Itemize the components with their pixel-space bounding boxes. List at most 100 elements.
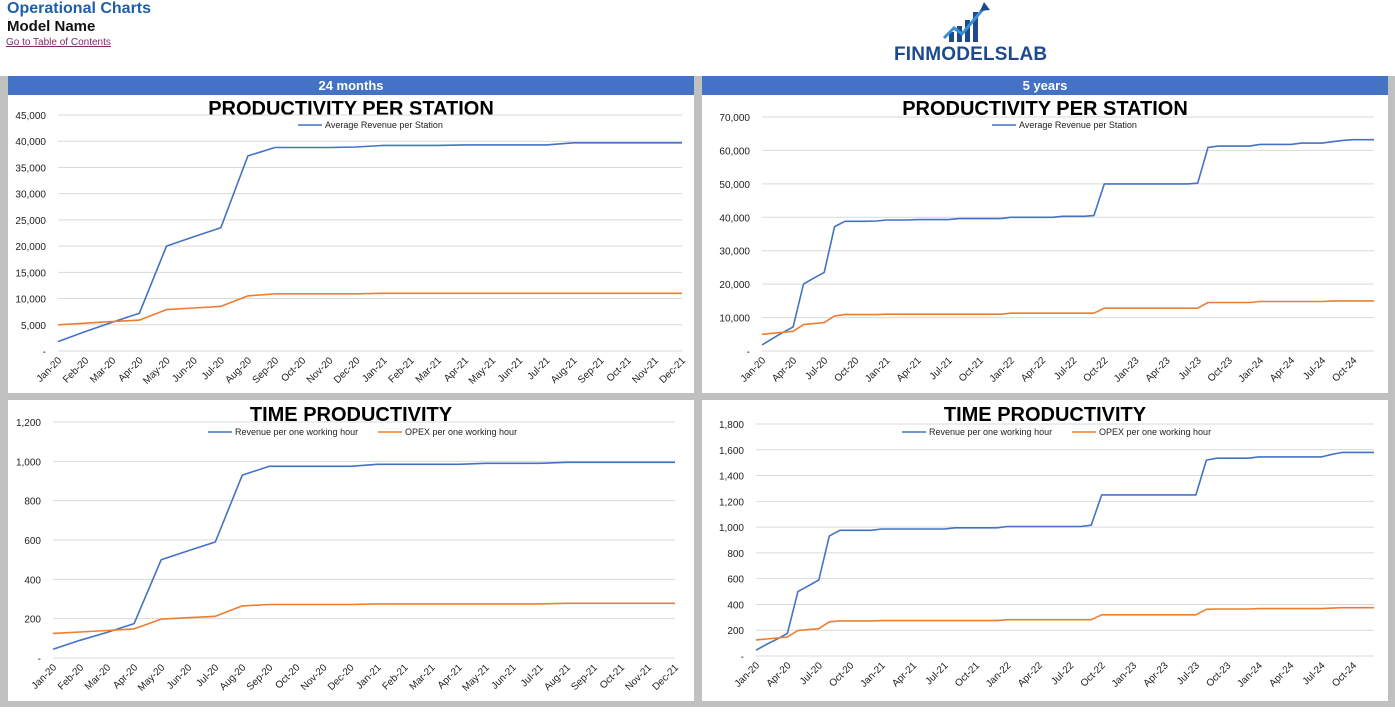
x-tick-label: Jun-20 (165, 662, 195, 692)
frame-middle (694, 76, 702, 707)
x-tick-label: Oct-21 (953, 660, 982, 689)
chart-svg: PRODUCTIVITY PER STATION - 10,000 20,000 30,… (719, 98, 1374, 385)
x-tick-label: Dec-20 (326, 662, 357, 693)
x-tick-label: Apr-23 (1144, 355, 1173, 384)
x-tick-label: Mar-20 (88, 355, 118, 385)
y-tick-label: 10,000 (15, 295, 46, 306)
x-tick-label: Apr-20 (770, 355, 799, 384)
x-tick-label: Dec-21 (651, 662, 682, 693)
x-tick-label: Nov-21 (630, 355, 661, 386)
y-tick-label: 15,000 (15, 268, 46, 279)
x-tick-label: Oct-24 (1330, 660, 1359, 689)
frame-right (1388, 76, 1395, 707)
x-tick-label: Apr-24 (1267, 660, 1296, 689)
x-tick-label: Apr-21 (895, 355, 924, 384)
chart-svg: PRODUCTIVITY PER STATION - 5,000 10,000 15,0… (15, 98, 689, 387)
x-tick-label: Jan-20 (733, 660, 763, 690)
y-tick-label: 20,000 (719, 280, 750, 291)
toc-link[interactable]: Go to Table of Contents (6, 37, 111, 48)
y-tick-label: 1,200 (16, 418, 41, 429)
series-line-opex (52, 602, 675, 635)
y-tick-label: 60,000 (719, 146, 750, 157)
x-tick-label: Sep-20 (251, 355, 282, 386)
x-tick-label: Jul-23 (1177, 355, 1204, 382)
x-tick-label: Jan-21 (863, 355, 893, 385)
x-tick-label: Apr-22 (1016, 660, 1045, 689)
x-tick-label: Apr-22 (1019, 355, 1048, 384)
x-tick-label: Jan-20 (30, 662, 60, 692)
model-name: Model Name (7, 18, 96, 35)
x-tick-label: Jan-22 (984, 660, 1014, 690)
y-tick-label: - (43, 347, 46, 358)
chart-title: PRODUCTIVITY PER STATION (902, 98, 1188, 120)
y-tick-label: 35,000 (15, 163, 46, 174)
x-tick-label: Oct-21 (957, 355, 986, 384)
y-tick-label: 20,000 (15, 242, 46, 253)
x-tick-label: Oct-20 (274, 662, 303, 691)
x-tick-label: Jan-23 (1110, 660, 1140, 690)
x-tick-label: Feb-20 (56, 662, 86, 692)
x-tick-label: Jul-24 (1301, 355, 1328, 382)
x-tick-label: Jun-20 (170, 355, 200, 385)
chart-title: TIME PRODUCTIVITY (250, 404, 453, 426)
x-tick-label: Jan-21 (354, 662, 384, 692)
x-tick-label: Jan-24 (1236, 660, 1266, 690)
x-tick-label: Jul-21 (924, 660, 951, 687)
x-tick-label: Sep-20 (245, 662, 276, 693)
x-tick-label: Dec-21 (658, 355, 689, 386)
y-tick-label: 40,000 (15, 137, 46, 148)
frame-divider (0, 393, 1395, 400)
logo-chart-icon (942, 2, 990, 42)
chart-time-productivity-24m: TIME PRODUCTIVITY - 200 400 600 800 1,000 1,200… (8, 400, 694, 701)
x-tick-label: Jan-23 (1112, 355, 1142, 385)
x-tick-label: Aug-21 (549, 355, 580, 386)
company-logo: FINMODELSLAB (892, 0, 1062, 70)
chart-svg: TIME PRODUCTIVITY - 200 400 600 800 1,000 1,200… (16, 404, 682, 694)
y-tick-label: 25,000 (15, 216, 46, 227)
x-tick-label: Feb-20 (61, 355, 91, 385)
chart-title: TIME PRODUCTIVITY (944, 404, 1147, 426)
y-tick-label: 30,000 (719, 247, 750, 258)
y-tick-label: 1,000 (719, 523, 744, 534)
x-tick-label: Oct-21 (598, 662, 627, 691)
x-tick-label: May-21 (467, 355, 499, 387)
x-tick-label: Nov-20 (305, 355, 336, 386)
y-tick-label: 400 (24, 575, 41, 586)
x-tick-label: May-20 (136, 662, 168, 694)
x-tick-label: Oct-24 (1330, 355, 1359, 384)
x-tick-label: Jun-21 (496, 355, 526, 385)
period-band-24-months: 24 months (8, 76, 694, 95)
x-tick-label: Nov-21 (623, 662, 654, 693)
x-tick-label: Mar-20 (83, 662, 113, 692)
x-tick-label: Jan-21 (858, 660, 888, 690)
y-tick-label: 30,000 (15, 190, 46, 201)
y-tick-label: 1,000 (16, 457, 41, 468)
x-tick-label: Feb-21 (381, 662, 411, 692)
x-tick-label: Jul-20 (803, 355, 830, 382)
x-tick-label: Jul-23 (1175, 660, 1202, 687)
legend-label: Average Revenue per Station (325, 120, 443, 130)
x-tick-label: Oct-22 (1079, 660, 1108, 689)
x-tick-label: Sep-21 (576, 355, 607, 386)
y-tick-label: 200 (24, 615, 41, 626)
page-title: Operational Charts (7, 0, 152, 17)
x-tick-label: Nov-20 (299, 662, 330, 693)
y-tick-label: 800 (24, 497, 41, 508)
series-line-revenue (755, 451, 1374, 651)
x-tick-label: Jan-24 (1237, 355, 1267, 385)
legend-label: Revenue per one working hour (929, 427, 1052, 437)
chart-title: PRODUCTIVITY PER STATION (208, 98, 494, 120)
y-tick-label: - (741, 652, 744, 663)
x-tick-label: Jul-24 (1301, 660, 1328, 687)
x-tick-label: Sep-21 (569, 662, 600, 693)
x-tick-label: Dec-20 (332, 355, 363, 386)
series-line-opex (57, 292, 682, 326)
y-tick-label: 600 (24, 536, 41, 547)
chart-svg: TIME PRODUCTIVITY - 200 400 600 800 1,000 1,200… (719, 404, 1374, 690)
x-tick-label: Mar-21 (408, 662, 438, 692)
x-tick-label: Jul-22 (1052, 355, 1079, 382)
legend-label: Average Revenue per Station (1019, 120, 1137, 130)
y-tick-label: - (747, 347, 750, 358)
x-tick-label: Apr-21 (890, 660, 919, 689)
x-tick-label: Oct-20 (832, 355, 861, 384)
